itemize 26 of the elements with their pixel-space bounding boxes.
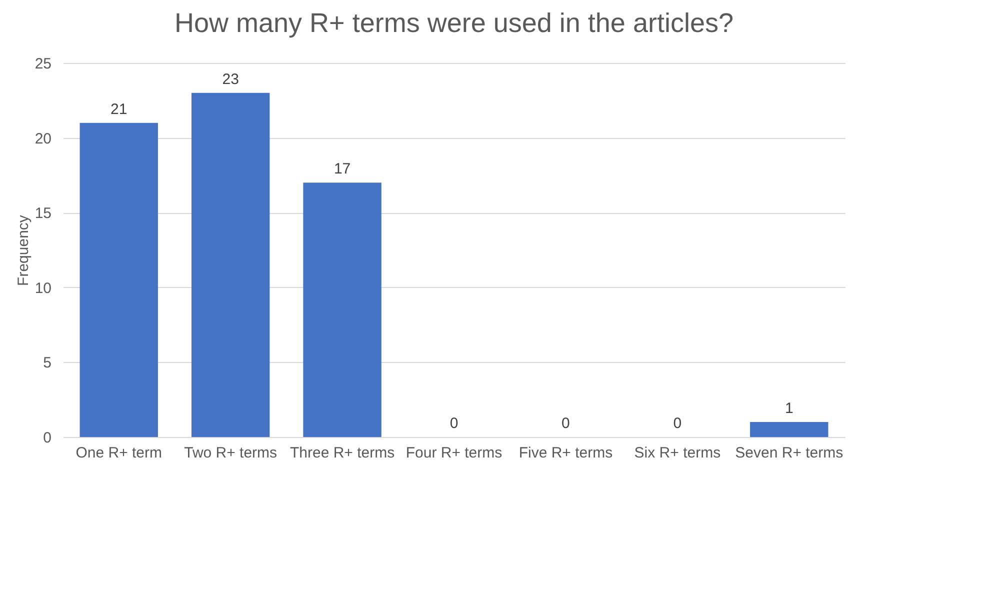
data-label: 0 <box>673 415 682 432</box>
data-label: 0 <box>450 415 458 432</box>
chart-title: How many R+ terms were used in the articles? <box>174 8 734 38</box>
data-label: 21 <box>110 100 128 118</box>
y-tick-label: 0 <box>43 430 52 446</box>
bar <box>750 422 828 437</box>
x-tick-label: Five R+ terms <box>518 444 613 462</box>
x-tick-label: Seven R+ terms <box>735 444 844 462</box>
x-tick-label: Two R+ terms <box>184 444 278 462</box>
y-axis-title: Frequency <box>14 214 32 286</box>
x-tick-label: Six R+ terms <box>634 444 721 462</box>
x-tick-label: Three R+ terms <box>290 444 395 462</box>
y-tick-label: 25 <box>34 56 52 72</box>
bar <box>80 122 158 437</box>
data-label: 1 <box>784 400 794 418</box>
x-tick-label: One R+ term <box>76 444 162 462</box>
bar <box>303 182 382 437</box>
y-tick-label: 20 <box>34 130 52 148</box>
data-label: 0 <box>562 415 570 432</box>
data-label: 23 <box>222 70 239 88</box>
bar <box>191 92 270 437</box>
y-tick-label: 5 <box>43 354 52 372</box>
y-tick-label: 10 <box>34 280 52 297</box>
y-tick-label: 15 <box>34 205 52 222</box>
data-label: 17 <box>334 160 351 178</box>
x-tick-label: Four R+ terms <box>406 444 502 462</box>
